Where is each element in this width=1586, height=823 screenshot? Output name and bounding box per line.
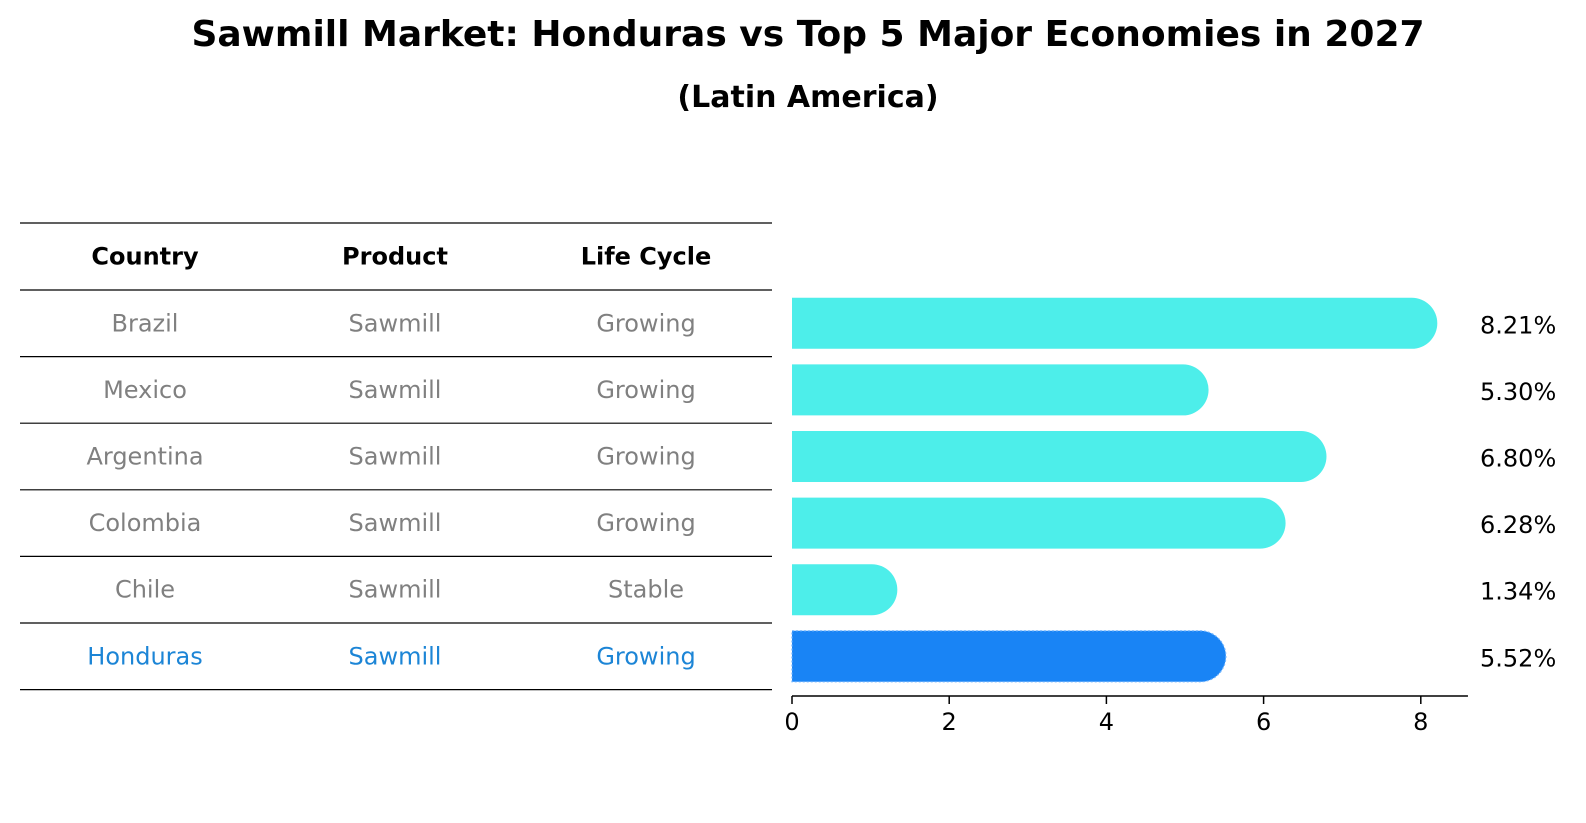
chart-title: Sawmill Market: Honduras vs Top 5 Major … [191, 14, 1425, 55]
cell-product: Sawmill [349, 509, 442, 537]
bar-highlight-outline [791, 630, 1227, 683]
cell-product: Sawmill [349, 642, 442, 670]
cell-country: Brazil [112, 309, 179, 337]
table-row: Colombia Sawmill Growing [89, 509, 696, 537]
value-label: 5.52% [1480, 644, 1556, 672]
cell-product: Sawmill [349, 309, 442, 337]
cell-life-cycle: Growing [596, 509, 695, 537]
bar-chile [792, 564, 898, 616]
x-tick-label: 2 [942, 708, 957, 736]
cell-country: Argentina [86, 443, 203, 471]
bar-mexico [792, 364, 1209, 416]
bar-colombia [792, 497, 1286, 549]
cell-life-cycle: Growing [596, 309, 695, 337]
cell-life-cycle: Growing [596, 376, 695, 404]
bar-brazil [792, 297, 1438, 349]
x-tick-label: 4 [1099, 708, 1114, 736]
value-label: 6.28% [1480, 511, 1556, 539]
cell-product: Sawmill [349, 576, 442, 604]
table-row: Brazil Sawmill Growing [112, 309, 696, 337]
table-row: Argentina Sawmill Growing [86, 443, 695, 471]
value-label: 6.80% [1480, 445, 1556, 473]
header-life-cycle: Life Cycle [581, 243, 712, 271]
cell-country: Chile [115, 576, 175, 604]
table-row: Mexico Sawmill Growing [103, 376, 696, 404]
cell-product: Sawmill [349, 376, 442, 404]
value-label: 5.30% [1480, 378, 1556, 406]
cell-country: Honduras [87, 642, 202, 670]
header-country: Country [91, 243, 199, 271]
data-table: Country Product Life Cycle Brazil Sawmill Gro… [20, 222, 772, 691]
x-tick-label: 0 [784, 708, 799, 736]
cell-life-cycle: Growing [596, 642, 695, 670]
cell-country: Mexico [103, 376, 187, 404]
value-label: 1.34% [1480, 578, 1556, 606]
cell-life-cycle: Stable [608, 576, 684, 604]
bar-argentina [792, 431, 1327, 482]
value-label: 8.21% [1480, 311, 1556, 339]
cell-country: Colombia [89, 509, 202, 537]
table-row: Chile Sawmill Stable [115, 576, 684, 604]
x-tick-label: 6 [1256, 708, 1271, 736]
bar-plot: 8.21% 5.30% 6.80% 6.28% 1.34% 5.52% 0 2 4 6 8 [784, 297, 1556, 736]
header-product: Product [342, 243, 448, 271]
cell-life-cycle: Growing [596, 443, 695, 471]
x-tick-label: 8 [1413, 708, 1428, 736]
cell-product: Sawmill [349, 443, 442, 471]
table-row: Honduras Sawmill Growing [87, 642, 695, 670]
bar-honduras [792, 630, 1226, 682]
chart-subtitle: (Latin America) [677, 80, 939, 115]
